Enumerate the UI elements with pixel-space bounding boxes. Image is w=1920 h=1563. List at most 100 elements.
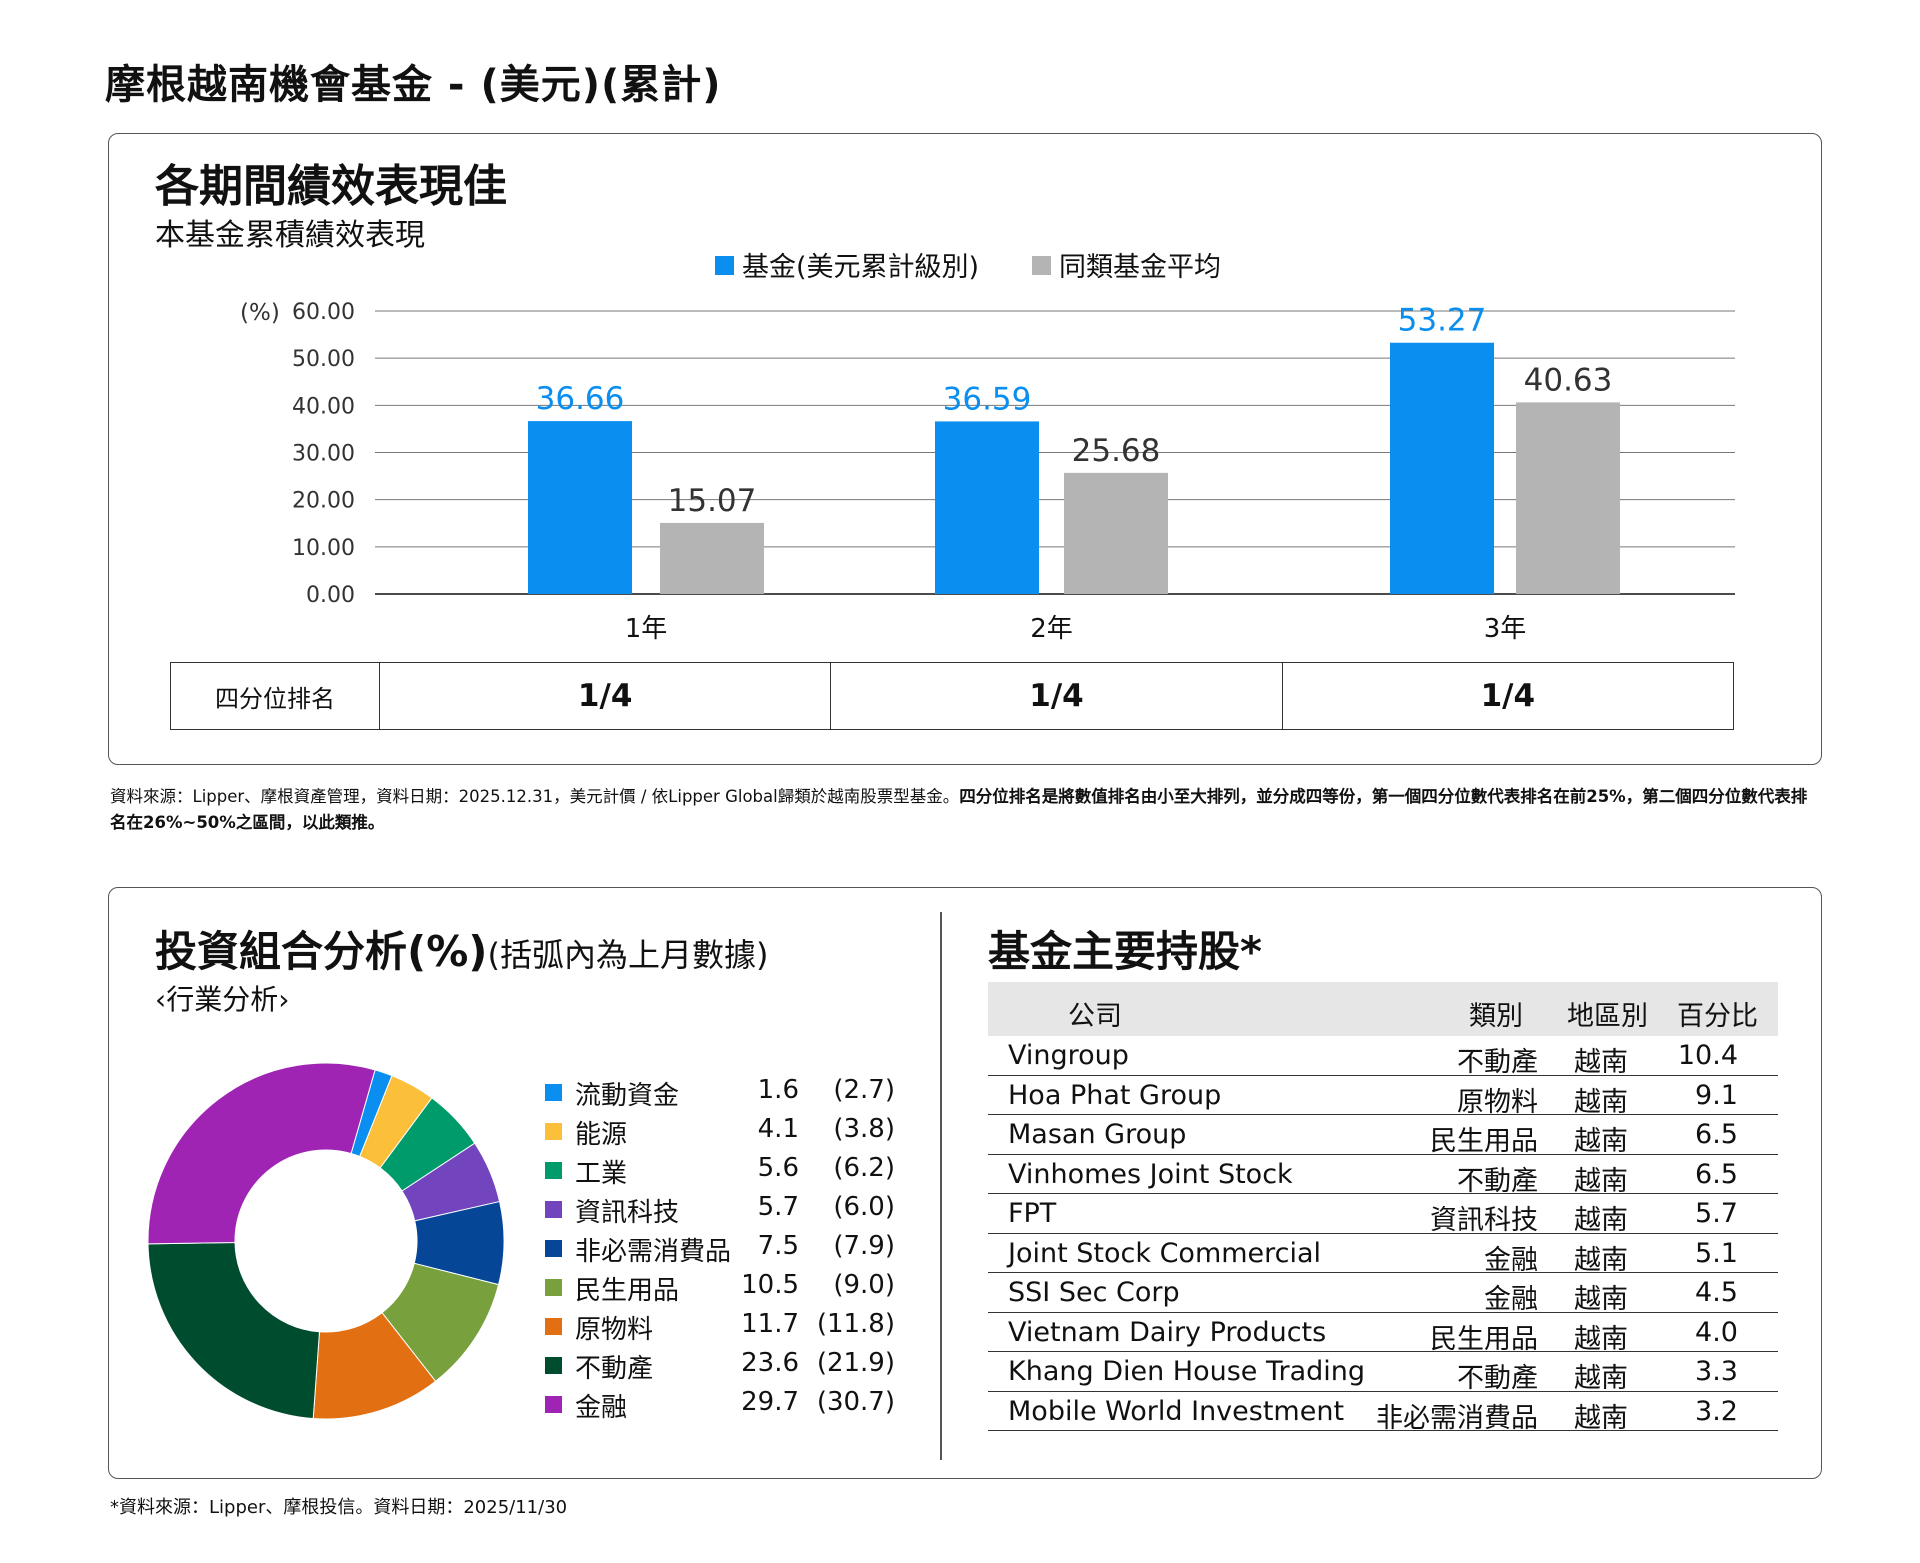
sector-name: 非必需消費品 — [575, 1237, 732, 1267]
holdings-table: 公司 類別 地區別 百分比 Vingroup 不動產 越南 10.4 Hoa Phat … — [988, 982, 1778, 1434]
sector-current-value: 1.6 — [757, 1075, 799, 1105]
sector-legend-row: 工業 5.6 (6.2) — [545, 1150, 895, 1189]
holding-type: 原物料 — [1457, 1086, 1538, 1118]
table-row: Khang Dien House Trading 不動產 越南 3.3 — [988, 1352, 1778, 1394]
holding-company: Vingroup — [1008, 1040, 1129, 1071]
bar-fund — [935, 421, 1039, 594]
source-note: *資料來源：Lipper、摩根投信。資料日期：2025/11/30 — [110, 1497, 568, 1518]
holding-pct: 3.2 — [1695, 1395, 1738, 1427]
holding-pct: 5.7 — [1695, 1198, 1738, 1229]
sector-legend-row: 流動資金 1.6 (2.7) — [545, 1072, 895, 1111]
table-row: Vingroup 不動產 越南 10.4 — [988, 1036, 1778, 1078]
sector-name: 金融 — [575, 1393, 628, 1423]
legend-swatch — [545, 1240, 562, 1257]
y-axis-label: (%) — [240, 300, 280, 326]
sector-current-value: 11.7 — [741, 1309, 799, 1339]
table-row: FPT 資訊科技 越南 5.7 — [988, 1194, 1778, 1236]
x-category-label: 2年 — [1030, 614, 1073, 644]
sector-current-value: 10.5 — [741, 1270, 799, 1300]
bar-peer — [1516, 402, 1620, 594]
allocation-heading-note: (括弧內為上月數據) — [487, 936, 769, 974]
sector-previous-value: (30.7) — [816, 1387, 895, 1417]
holding-type: 不動產 — [1457, 1047, 1538, 1078]
holding-type: 不動產 — [1457, 1363, 1538, 1394]
sector-legend-row: 原物料 11.7 (11.8) — [545, 1306, 895, 1345]
sector-legend-row: 能源 4.1 (3.8) — [545, 1111, 895, 1150]
holding-type: 民生用品 — [1430, 1126, 1538, 1157]
holdings-table-body: Vingroup 不動產 越南 10.4 Hoa Phat Group 原物料 越南 9.1 M… — [988, 1036, 1778, 1434]
holding-region: 越南 — [1574, 1047, 1628, 1078]
table-row: Masan Group 民生用品 越南 6.5 — [988, 1115, 1778, 1157]
legend-swatch — [1032, 256, 1051, 275]
legend-swatch — [545, 1201, 562, 1218]
holding-type: 金融 — [1484, 1244, 1538, 1276]
table-row: SSI Sec Corp 金融 越南 4.5 — [988, 1273, 1778, 1315]
x-category-label: 3年 — [1484, 614, 1527, 644]
holding-region: 越南 — [1574, 1126, 1628, 1157]
holding-region: 越南 — [1574, 1244, 1628, 1276]
sector-name: 工業 — [575, 1159, 628, 1189]
holding-pct: 5.1 — [1695, 1237, 1738, 1269]
sector-name: 原物料 — [575, 1315, 654, 1345]
holding-company: Mobile World Investment — [1008, 1395, 1345, 1427]
sector-legend-row: 不動產 23.6 (21.9) — [545, 1345, 895, 1384]
sector-previous-value: (6.2) — [833, 1153, 895, 1183]
sector-legend-row: 資訊科技 5.7 (6.0) — [545, 1189, 895, 1228]
table-row: Vinhomes Joint Stock 不動產 越南 6.5 — [988, 1155, 1778, 1197]
y-tick-label: 0.00 — [306, 583, 355, 608]
quartile-value-3y: 1/4 — [1281, 663, 1733, 729]
holding-region: 越南 — [1574, 1402, 1628, 1434]
bar-value-label: 53.27 — [1398, 303, 1487, 339]
holding-pct: 6.5 — [1695, 1158, 1738, 1190]
allocation-heading: 投資組合分析(%)(括弧內為上月數據) — [155, 918, 768, 979]
sector-current-value: 29.7 — [741, 1387, 799, 1417]
holding-company: Hoa Phat Group — [1008, 1079, 1222, 1111]
bar-value-label: 36.59 — [943, 381, 1032, 417]
sector-legend-row: 民生用品 10.5 (9.0) — [545, 1267, 895, 1306]
holding-company: Masan Group — [1008, 1119, 1187, 1150]
performance-heading: 各期間績效表現佳 — [155, 161, 507, 212]
legend-swatch — [545, 1357, 562, 1374]
sector-donut-chart — [147, 1062, 505, 1420]
bar-value-label: 36.66 — [536, 381, 625, 417]
donut-slice-7 — [147, 1241, 320, 1420]
y-tick-label: 40.00 — [292, 394, 355, 419]
y-tick-label: 50.00 — [292, 347, 355, 372]
table-row: Vietnam Dairy Products 民生用品 越南 4.0 — [988, 1313, 1778, 1355]
footnote-quartile-explanation: 四分位排名是將數值排名由小至大排列，並分成四等份，第一個四分位數代表排名在前25… — [110, 787, 1808, 832]
y-tick-label: 20.00 — [292, 489, 355, 514]
holding-region: 越南 — [1574, 1323, 1628, 1355]
legend-label: 同類基金平均 — [1059, 252, 1221, 283]
holding-type: 不動產 — [1457, 1165, 1538, 1197]
holding-type: 金融 — [1484, 1284, 1538, 1315]
legend-swatch — [545, 1162, 562, 1179]
holding-region: 越南 — [1574, 1205, 1628, 1236]
quartile-value-2y: 1/4 — [830, 663, 1281, 729]
sector-previous-value: (6.0) — [833, 1192, 895, 1222]
allocation-heading-main: 投資組合分析(%) — [155, 927, 488, 976]
column-header-company: 公司 — [1068, 1001, 1122, 1032]
performance-bar-chart: 0.00 10.00 20.00 30.00 40.00 50.00 60.00 (%) 基金(… — [240, 252, 1735, 644]
y-tick-label: 30.00 — [292, 442, 355, 467]
sector-current-value: 23.6 — [741, 1348, 799, 1378]
holding-type: 資訊科技 — [1430, 1205, 1538, 1236]
sector-current-value: 7.5 — [757, 1231, 799, 1261]
sector-name: 資訊科技 — [575, 1198, 680, 1228]
sector-name: 能源 — [575, 1120, 628, 1150]
page-title: 摩根越南機會基金 - (美元)(累計) — [105, 62, 722, 108]
bar-value-label: 15.07 — [668, 483, 757, 519]
holding-pct: 10.4 — [1677, 1040, 1738, 1071]
legend-swatch — [545, 1279, 562, 1296]
holding-pct: 4.0 — [1695, 1316, 1738, 1348]
sector-previous-value: (9.0) — [833, 1270, 895, 1300]
holding-company: Joint Stock Commercial — [1008, 1237, 1322, 1269]
column-header-region: 地區別 — [1567, 1001, 1648, 1032]
panel-divider — [940, 912, 942, 1460]
holdings-heading: 基金主要持股* — [988, 927, 1262, 976]
holding-region: 越南 — [1574, 1165, 1628, 1197]
sector-previous-value: (21.9) — [816, 1348, 895, 1378]
holding-pct: 3.3 — [1695, 1356, 1738, 1387]
holding-pct: 6.5 — [1695, 1119, 1738, 1150]
sector-previous-value: (7.9) — [833, 1231, 895, 1261]
sector-current-value: 5.6 — [757, 1153, 799, 1183]
